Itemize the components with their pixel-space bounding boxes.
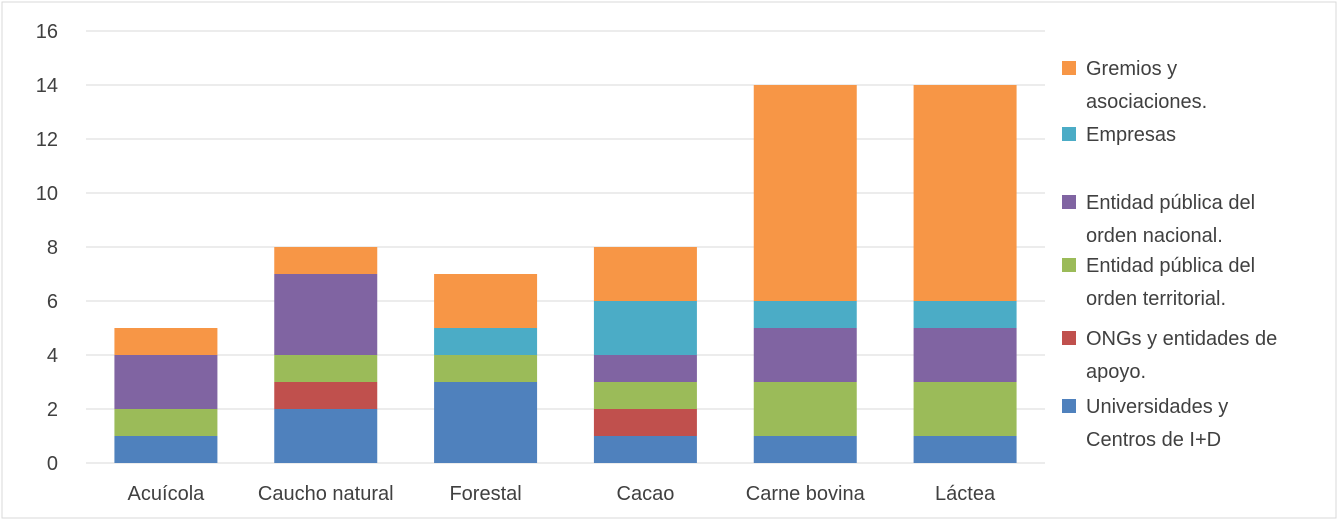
- x-tick-label: Carne bovina: [746, 483, 866, 505]
- legend-label: Entidad pública del: [1086, 255, 1255, 277]
- y-axis: 0 2 4 6 8 10 12 14 16: [36, 21, 58, 475]
- y-tick-label: 8: [47, 237, 58, 259]
- bar-segment: [593, 382, 697, 409]
- bar-segment: [434, 328, 538, 355]
- bar-segment: [593, 436, 697, 463]
- x-tick-label: Láctea: [935, 483, 996, 505]
- legend: Gremios y asociaciones. Empresas Entidad pú…: [1062, 58, 1277, 451]
- y-tick-label: 10: [36, 183, 58, 205]
- legend-item: Universidades y Centros de I+D: [1062, 396, 1228, 451]
- bar-segment: [913, 85, 1017, 301]
- bar-segment: [753, 382, 857, 436]
- bar-segment: [274, 274, 378, 355]
- bar-segment: [593, 355, 697, 382]
- legend-label: Gremios y: [1086, 58, 1177, 80]
- bar-segment: [274, 382, 378, 409]
- x-tick-label: Cacao: [617, 483, 675, 505]
- legend-swatch: [1062, 258, 1076, 272]
- legend-item: Entidad pública del orden territorial.: [1062, 255, 1255, 310]
- y-tick-label: 2: [47, 399, 58, 421]
- x-tick-label: Caucho natural: [258, 483, 394, 505]
- bar-segment: [593, 301, 697, 355]
- legend-swatch: [1062, 127, 1076, 141]
- bar-segment: [913, 328, 1017, 382]
- bar-segment: [913, 301, 1017, 328]
- bar-segment: [434, 274, 538, 328]
- bar-segment: [274, 247, 378, 274]
- bar-segment: [114, 436, 218, 463]
- y-tick-label: 16: [36, 21, 58, 43]
- legend-label: Universidades y: [1086, 396, 1228, 418]
- y-tick-label: 6: [47, 291, 58, 313]
- x-axis: Acuícola Caucho natural Forestal Cacao Carne…: [128, 483, 996, 505]
- bar-segment: [434, 382, 538, 463]
- bar-segment: [753, 85, 857, 301]
- bar-segment: [753, 328, 857, 382]
- legend-label: orden territorial.: [1086, 288, 1226, 310]
- bar-segment: [913, 436, 1017, 463]
- legend-item: Entidad pública del orden nacional.: [1062, 192, 1255, 247]
- bar-segment: [913, 382, 1017, 436]
- bar-segment: [593, 409, 697, 436]
- legend-label: asociaciones.: [1086, 91, 1207, 113]
- gridlines: [86, 30, 1045, 464]
- bar-segment: [114, 355, 218, 409]
- legend-swatch: [1062, 61, 1076, 75]
- y-tick-label: 4: [47, 345, 58, 367]
- y-tick-label: 12: [36, 129, 58, 151]
- bar-segment: [593, 247, 697, 301]
- legend-label: Entidad pública del: [1086, 192, 1255, 214]
- legend-swatch: [1062, 331, 1076, 345]
- bar-segment: [274, 409, 378, 463]
- legend-label: apoyo.: [1086, 361, 1146, 383]
- y-tick-label: 14: [36, 75, 58, 97]
- x-tick-label: Forestal: [449, 483, 521, 505]
- bar-segment: [753, 436, 857, 463]
- bar-segment: [114, 409, 218, 436]
- legend-label: Centros de I+D: [1086, 429, 1221, 451]
- legend-swatch: [1062, 195, 1076, 209]
- legend-swatch: [1062, 399, 1076, 413]
- x-tick-label: Acuícola: [128, 483, 206, 505]
- legend-item: Empresas: [1062, 124, 1176, 146]
- legend-item: Gremios y asociaciones.: [1062, 58, 1207, 113]
- legend-item: ONGs y entidades de apoyo.: [1062, 328, 1277, 383]
- bar-segment: [434, 355, 538, 382]
- legend-label: Empresas: [1086, 124, 1176, 146]
- legend-label: orden nacional.: [1086, 225, 1223, 247]
- bars: [114, 85, 1017, 463]
- bar-segment: [114, 328, 218, 355]
- legend-label: ONGs y entidades de: [1086, 328, 1277, 350]
- y-tick-label: 0: [47, 453, 58, 475]
- bar-segment: [753, 301, 857, 328]
- bar-segment: [274, 355, 378, 382]
